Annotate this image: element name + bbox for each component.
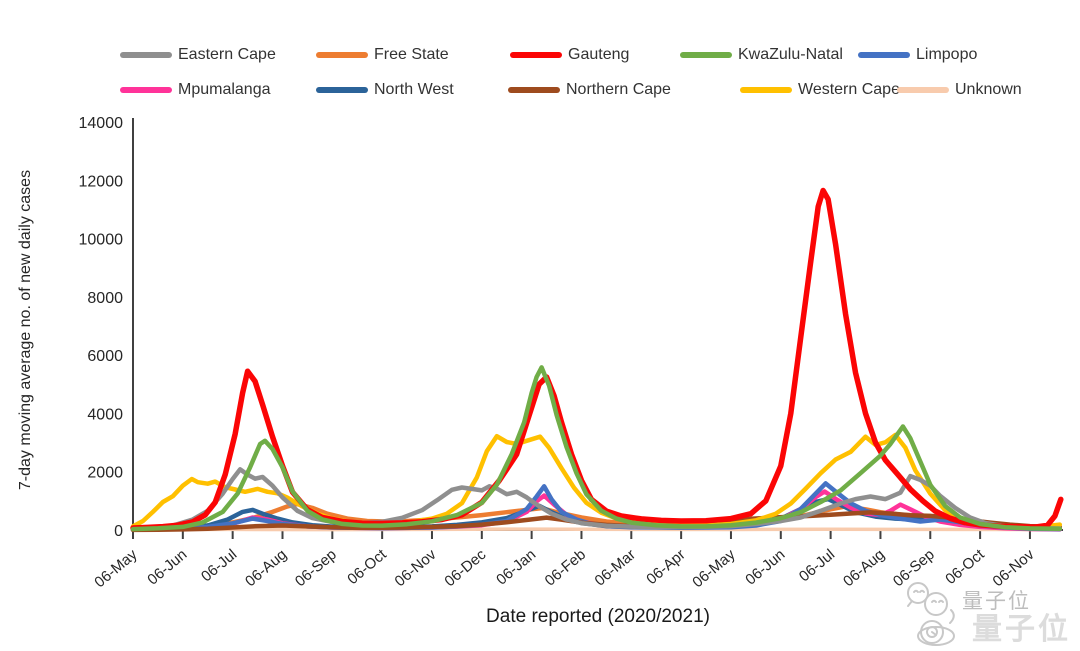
legend-label-eastern-cape: Eastern Cape (178, 46, 276, 63)
legend-item-limpopo: Limpopo (858, 46, 977, 64)
legend-swatch-kwazulu-natal (680, 52, 732, 58)
legend-item-unknown: Unknown (897, 81, 1022, 99)
legend-label-free-state: Free State (374, 46, 449, 63)
legend-item-free-state: Free State (316, 46, 510, 64)
legend-label-mpumalanga: Mpumalanga (178, 81, 271, 98)
x-tick-label: 06-Sep (292, 546, 340, 590)
y-tick-label: 0 (114, 523, 123, 540)
legend-item-kwazulu-natal: KwaZulu-Natal (680, 46, 858, 64)
legend-swatch-limpopo (858, 52, 910, 58)
legend-label-limpopo: Limpopo (916, 46, 978, 63)
qbitai-mascot-icon (907, 582, 955, 646)
legend-row-1: Eastern Cape Free State Gauteng KwaZulu-Nat… (120, 46, 977, 64)
y-tick-label: 2000 (87, 465, 123, 482)
y-tick-label: 12000 (79, 173, 124, 190)
x-tick-label: 06-Jul (796, 546, 838, 585)
x-axis-title: Date reported (2020/2021) (486, 606, 710, 627)
watermark-qbitai: 量子位 量子位 (896, 577, 1078, 649)
y-tick-label: 4000 (87, 406, 123, 423)
legend-label-north-west: North West (374, 81, 454, 98)
x-tick-label: 06-Jul (198, 546, 240, 585)
legend-item-gauteng: Gauteng (510, 46, 680, 64)
x-tick-label: 06-Dec (441, 546, 489, 590)
legend-label-kwazulu-natal: KwaZulu-Natal (738, 46, 843, 63)
legend-label-northern-cape: Northern Cape (566, 81, 671, 98)
legend-label-western-cape: Western Cape (798, 81, 900, 98)
x-tick-label: 06-Apr (643, 546, 688, 588)
watermark-text-large: 量子位 (972, 613, 1071, 646)
y-tick-label: 14000 (79, 115, 124, 132)
legend-item-western-cape: Western Cape (740, 81, 900, 99)
legend-label-unknown: Unknown (955, 81, 1022, 98)
y-tick-label: 8000 (87, 290, 123, 307)
series-line-eastern-cape (130, 467, 1063, 531)
series-line-kwazulu-natal (130, 365, 1063, 532)
legend-item-north-west: North West (316, 81, 508, 99)
legend-swatch-mpumalanga (120, 87, 172, 93)
x-tick-label: 06-Mar (592, 546, 639, 590)
x-tick-label: 06-Feb (542, 546, 589, 590)
x-tick-label: 06-Aug (840, 546, 888, 590)
legend-swatch-free-state (316, 52, 368, 58)
series-line-unknown (131, 527, 1062, 532)
x-tick-label: 06-May (689, 546, 739, 591)
x-tick-label: 06-Jan (493, 546, 539, 589)
x-tick-label: 06-Jun (144, 546, 190, 589)
y-tick-label: 6000 (87, 348, 123, 365)
x-tick-label: 06-Jun (742, 546, 788, 589)
legend-swatch-northern-cape (508, 87, 560, 93)
series-line-western-cape (130, 432, 1063, 530)
x-tick-label: 06-May (91, 546, 141, 591)
legend-item-northern-cape: Northern Cape (508, 81, 740, 99)
legend-item-mpumalanga: Mpumalanga (120, 81, 316, 99)
x-tick-label: 06-Oct (344, 546, 390, 588)
legend-swatch-unknown (897, 87, 949, 93)
y-tick-label: 10000 (79, 232, 124, 249)
legend-swatch-eastern-cape (120, 52, 172, 58)
legend-row-2: Mpumalanga North West Northern Cape Western… (120, 81, 1022, 99)
x-tick-label: 06-Aug (242, 546, 290, 590)
watermark-text-small: 量子位 (962, 590, 1031, 613)
x-tick-label: 06-Nov (392, 546, 440, 590)
legend-swatch-western-cape (740, 87, 792, 93)
legend-swatch-north-west (316, 87, 368, 93)
legend-item-eastern-cape: Eastern Cape (120, 46, 316, 64)
legend-label-gauteng: Gauteng (568, 46, 630, 63)
legend-swatch-gauteng (510, 52, 562, 58)
